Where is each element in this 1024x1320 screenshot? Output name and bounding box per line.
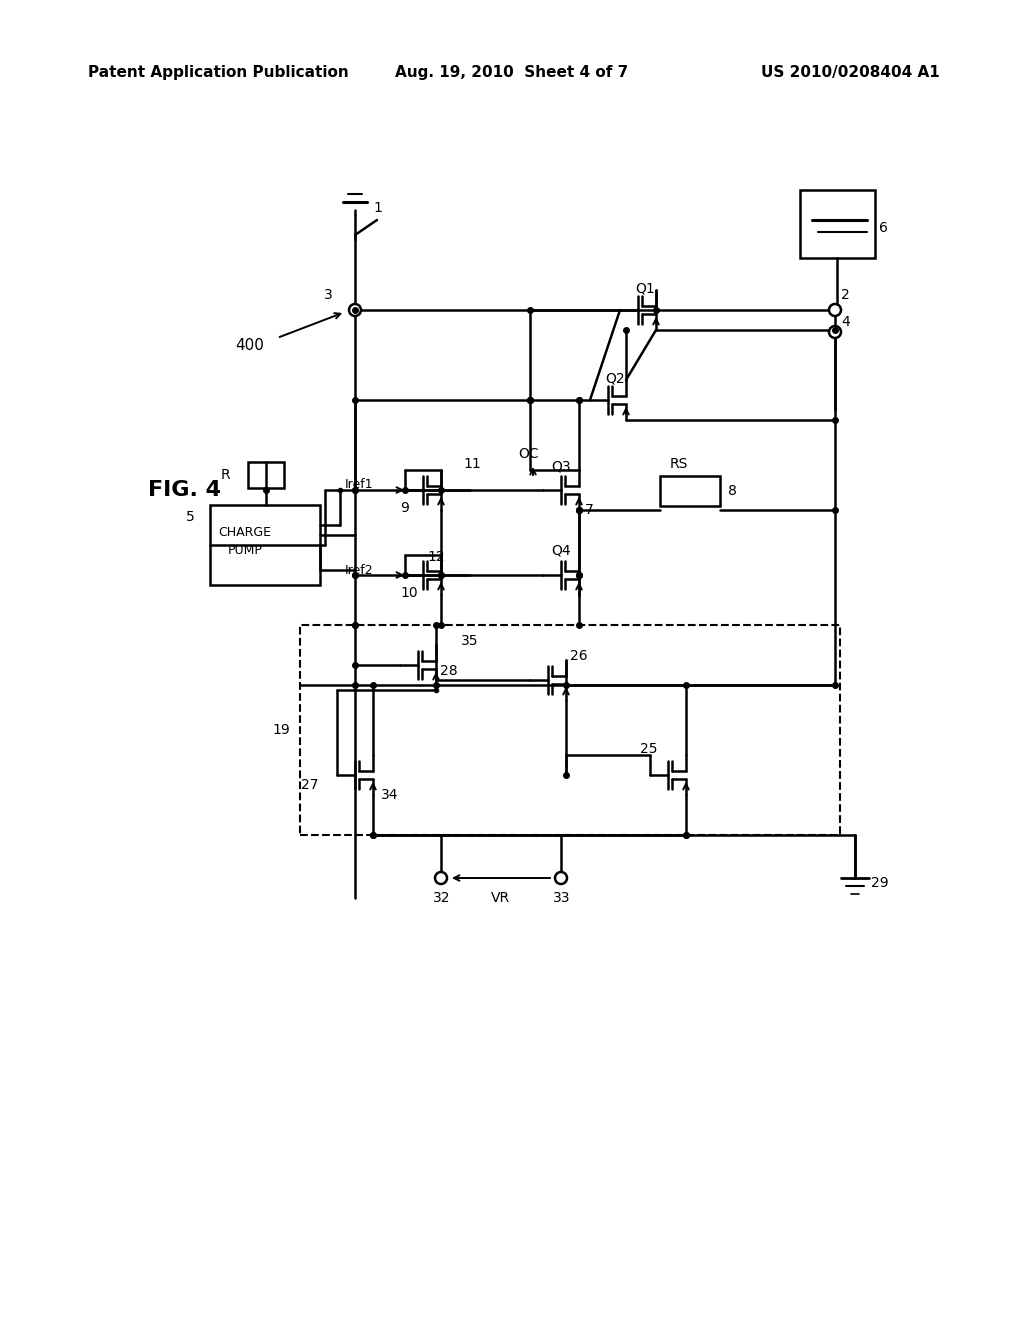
Text: 8: 8	[728, 484, 737, 498]
Text: 400: 400	[234, 338, 264, 352]
Text: 10: 10	[400, 586, 418, 601]
Text: 4: 4	[841, 315, 850, 329]
Text: 12: 12	[427, 550, 444, 564]
Text: Aug. 19, 2010  Sheet 4 of 7: Aug. 19, 2010 Sheet 4 of 7	[395, 65, 629, 79]
Bar	[800, 190, 874, 257]
Text: Q4: Q4	[551, 544, 570, 558]
Text: 2: 2	[841, 288, 850, 302]
Text: 33: 33	[553, 891, 570, 906]
Text: 9: 9	[400, 502, 409, 515]
Text: Q3: Q3	[551, 459, 570, 473]
Text: 27: 27	[301, 777, 319, 792]
Text: 32: 32	[433, 891, 451, 906]
Text: 11: 11	[463, 457, 480, 471]
Text: CHARGE: CHARGE	[218, 527, 271, 540]
Text: 1: 1	[373, 201, 382, 215]
Text: 19: 19	[272, 723, 290, 737]
Circle shape	[435, 873, 447, 884]
Text: Iref2: Iref2	[345, 564, 374, 577]
Bar	[660, 477, 720, 506]
Circle shape	[349, 304, 361, 315]
Text: PUMP: PUMP	[228, 544, 263, 557]
Text: 6: 6	[879, 220, 888, 235]
Text: 3: 3	[325, 288, 333, 302]
Text: Iref1: Iref1	[345, 479, 374, 491]
Bar	[210, 506, 319, 585]
Circle shape	[829, 326, 841, 338]
Text: VR: VR	[490, 891, 510, 906]
Text: R: R	[220, 469, 230, 482]
Text: 29: 29	[871, 876, 889, 890]
Text: Patent Application Publication: Patent Application Publication	[88, 65, 349, 79]
Text: 35: 35	[461, 634, 478, 648]
Circle shape	[829, 304, 841, 315]
Text: US 2010/0208404 A1: US 2010/0208404 A1	[761, 65, 940, 79]
Circle shape	[555, 873, 567, 884]
Text: 28: 28	[440, 664, 458, 678]
Text: 34: 34	[381, 788, 398, 803]
Text: 26: 26	[570, 649, 588, 663]
Bar	[300, 624, 840, 836]
Bar	[248, 462, 284, 488]
Text: Q2: Q2	[605, 371, 625, 385]
Text: 5: 5	[186, 510, 195, 524]
Text: OC: OC	[518, 447, 539, 461]
Text: Q1: Q1	[635, 281, 654, 294]
Text: 25: 25	[640, 742, 657, 756]
Text: FIG. 4: FIG. 4	[148, 480, 221, 500]
Text: 7: 7	[585, 503, 594, 517]
Text: RS: RS	[670, 457, 688, 471]
